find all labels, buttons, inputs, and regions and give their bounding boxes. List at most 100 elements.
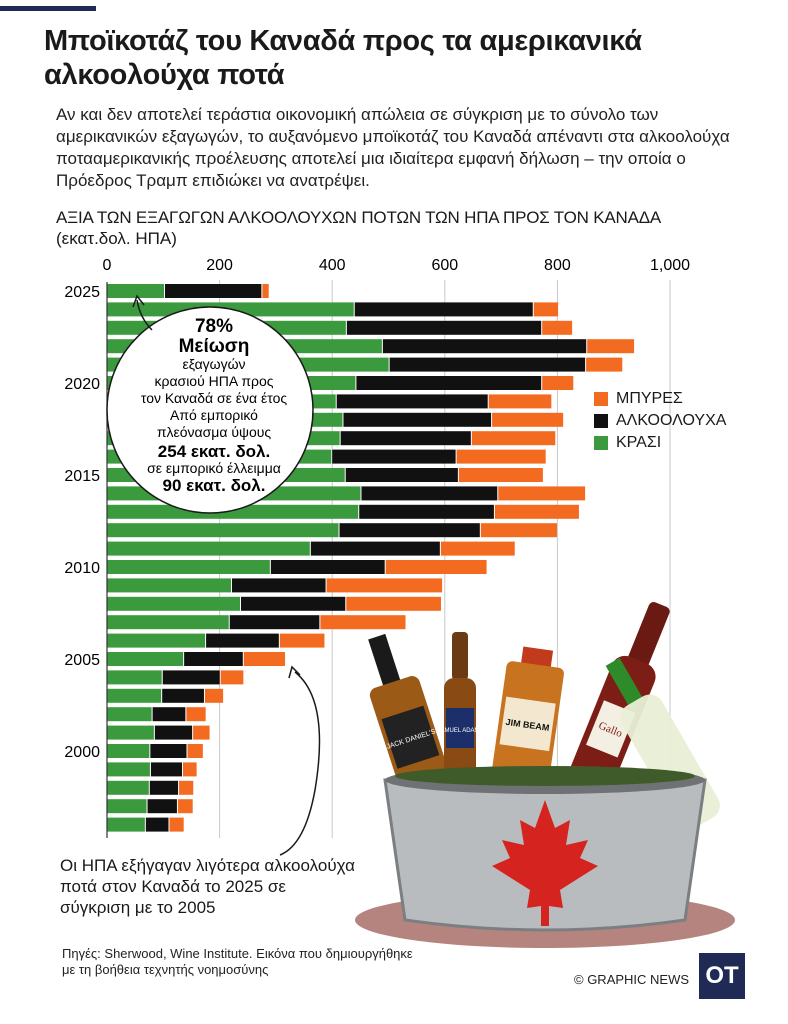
bar-segment-ΜΠΥΡΕΣ	[243, 652, 286, 666]
bar-segment-ΚΡΑΣΙ	[107, 762, 150, 777]
year-label: 2020	[64, 376, 100, 393]
bar-segment-ΜΠΥΡΕΣ	[186, 707, 206, 722]
bar-segment-ΚΡΑΣΙ	[107, 596, 240, 611]
bar-segment-ΜΠΥΡΕΣ	[458, 468, 543, 482]
source-note: Πηγές: Sherwood, Wine Institute. Εικόνα …	[62, 946, 413, 977]
x-tick-label: 200	[206, 257, 233, 274]
legend-label-spirits: ΑΛΚΟΟΛΟΥΧΑ	[616, 412, 727, 429]
bar-segment-ΑΛΚΟΟΛΟΥΧΑ	[149, 780, 179, 795]
bar-segment-ΑΛΚΟΟΛΟΥΧΑ	[162, 688, 204, 703]
bar-segment-ΑΛΚΟΟΛΟΥΧΑ	[310, 541, 440, 556]
callout-line3: τον Καναδά σε ένα έτος	[141, 390, 287, 406]
bar-segment-ΜΠΥΡΕΣ	[492, 412, 564, 427]
bar-segment-ΑΛΚΟΟΛΟΥΧΑ	[389, 357, 586, 372]
bar-segment-ΑΛΚΟΟΛΟΥΧΑ	[359, 504, 494, 519]
callout-deficit: 90 εκατ. δολ.	[163, 476, 266, 495]
bar-segment-ΜΠΥΡΕΣ	[488, 394, 552, 409]
callout-line6: σε εμπορικό έλλειμμα	[147, 460, 281, 476]
bar-segment-ΜΠΥΡΕΣ	[193, 725, 210, 740]
legend-item-beer: ΜΠΥΡΕΣ	[594, 388, 726, 410]
maple-leaf-icon	[492, 800, 598, 926]
bar-segment-ΜΠΥΡΕΣ	[471, 431, 556, 446]
bar-segment-ΚΡΑΣΙ	[107, 284, 164, 298]
bar-segment-ΜΠΥΡΕΣ	[542, 320, 573, 335]
bar-segment-ΚΡΑΣΙ	[107, 504, 359, 519]
year-label: 2010	[64, 560, 100, 577]
bar-segment-ΚΡΑΣΙ	[107, 560, 270, 574]
bar-segment-ΑΛΚΟΟΛΟΥΧΑ	[231, 578, 326, 593]
bourbon-bottle-icon: JIM BEAM	[489, 646, 564, 797]
bar-segment-ΑΛΚΟΟΛΟΥΧΑ	[145, 817, 169, 832]
callout-pct: 78%	[195, 316, 233, 337]
bar-segment-ΜΠΥΡΕΣ	[262, 284, 269, 298]
bar-segment-ΑΛΚΟΟΛΟΥΧΑ	[345, 468, 458, 482]
year-labels: 2025 2020 2015 2010 2005 2000	[64, 284, 100, 761]
bar-segment-ΜΠΥΡΕΣ	[326, 578, 443, 593]
year-label: 2025	[64, 284, 100, 301]
bar-segment-ΚΡΑΣΙ	[107, 780, 149, 795]
bar-segment-ΑΛΚΟΟΛΟΥΧΑ	[152, 707, 186, 722]
bar-segment-ΚΡΑΣΙ	[107, 688, 162, 703]
bar-segment-ΚΡΑΣΙ	[107, 744, 150, 758]
ice-bucket-icon	[383, 766, 707, 932]
bucket-illustration: Gallo JACK DANIEL'S SAMUEL ADAMS JIM BEA…	[355, 602, 735, 948]
bar-segment-ΜΠΥΡΕΣ	[204, 688, 224, 703]
bar-segment-ΑΛΚΟΟΛΟΥΧΑ	[240, 596, 346, 611]
bar-segment-ΜΠΥΡΕΣ	[346, 596, 441, 611]
year-label: 2000	[64, 744, 100, 761]
callout-line1: εξαγωγών	[182, 356, 245, 372]
bar-segment-ΑΛΚΟΟΛΟΥΧΑ	[382, 339, 587, 354]
legend-label-beer: ΜΠΥΡΕΣ	[616, 390, 683, 407]
bar-segment-ΑΛΚΟΟΛΟΥΧΑ	[150, 744, 187, 758]
bottom-note: Οι ΗΠΑ εξήγαγαν λιγότερα αλκοολούχα ποτά…	[60, 856, 355, 917]
callout-headline: Μείωση	[179, 336, 250, 357]
bar-segment-ΜΠΥΡΕΣ	[440, 541, 515, 556]
intro-paragraph: Αν και δεν αποτελεί τεράστια οικονομική …	[56, 105, 730, 190]
bar-segment-ΑΛΚΟΟΛΟΥΧΑ	[332, 449, 456, 464]
bar-segment-ΜΠΥΡΕΣ	[498, 486, 586, 501]
bar-segment-ΑΛΚΟΟΛΟΥΧΑ	[184, 652, 243, 666]
bar-segment-ΜΠΥΡΕΣ	[586, 357, 623, 372]
bar-segment-ΜΠΥΡΕΣ	[587, 339, 635, 354]
page-title: Μποϊκοτάζ του Καναδά προς τα αμερικανικά…	[44, 25, 642, 91]
bar-segment-ΚΡΑΣΙ	[107, 725, 154, 740]
x-tick-label: 400	[319, 257, 346, 274]
x-tick-label: 1,000	[650, 257, 690, 274]
x-tick-label: 600	[431, 257, 458, 274]
bar-segment-ΜΠΥΡΕΣ	[385, 560, 487, 574]
legend-label-wine: ΚΡΑΣΙ	[616, 434, 662, 451]
bar-segment-ΑΛΚΟΟΛΟΥΧΑ	[229, 615, 320, 630]
callout-line2: κρασιού ΗΠΑ προς	[155, 373, 274, 389]
callout-bubble: 78% Μείωση εξαγωγών κρασιού ΗΠΑ προς τον…	[106, 294, 314, 514]
chart-unit: (εκατ.δολ. ΗΠΑ)	[56, 229, 177, 248]
bar-segment-ΑΛΚΟΟΛΟΥΧΑ	[340, 431, 471, 446]
bar-segment-ΑΛΚΟΟΛΟΥΧΑ	[343, 412, 492, 427]
brand-logo: OT	[699, 953, 745, 999]
x-tick-label: 0	[103, 257, 112, 274]
bar-segment-ΜΠΥΡΕΣ	[183, 762, 197, 777]
bar-segment-ΚΡΑΣΙ	[107, 578, 231, 593]
year-label: 2015	[64, 468, 100, 485]
legend-swatch-beer	[594, 392, 608, 406]
bar-segment-ΚΡΑΣΙ	[107, 670, 162, 685]
bar-segment-ΜΠΥΡΕΣ	[542, 376, 574, 390]
bar-segment-ΜΠΥΡΕΣ	[177, 799, 193, 814]
x-tick-label: 800	[544, 257, 571, 274]
bar-segment-ΚΡΑΣΙ	[107, 652, 184, 666]
svg-text:SAMUEL ADAMS: SAMUEL ADAMS	[436, 728, 483, 734]
top-accent-bar	[0, 6, 96, 11]
bar-segment-ΜΠΥΡΕΣ	[220, 670, 244, 685]
bar-segment-ΜΠΥΡΕΣ	[456, 449, 546, 464]
bar-segment-ΑΛΚΟΟΛΟΥΧΑ	[361, 486, 498, 501]
bar-segment-ΚΡΑΣΙ	[107, 615, 229, 630]
legend-swatch-wine	[594, 436, 608, 450]
callout-line4: Από εμπορικό	[170, 407, 258, 423]
chart-legend: ΜΠΥΡΕΣ ΑΛΚΟΟΛΟΥΧΑ ΚΡΑΣΙ	[594, 388, 726, 454]
legend-swatch-spirits	[594, 414, 608, 428]
bar-segment-ΚΡΑΣΙ	[107, 541, 310, 556]
legend-item-wine: ΚΡΑΣΙ	[594, 432, 726, 454]
callout-surplus: 254 εκατ. δολ.	[158, 442, 270, 461]
bar-segment-ΜΠΥΡΕΣ	[179, 780, 194, 795]
bar-segment-ΚΡΑΣΙ	[107, 633, 206, 648]
